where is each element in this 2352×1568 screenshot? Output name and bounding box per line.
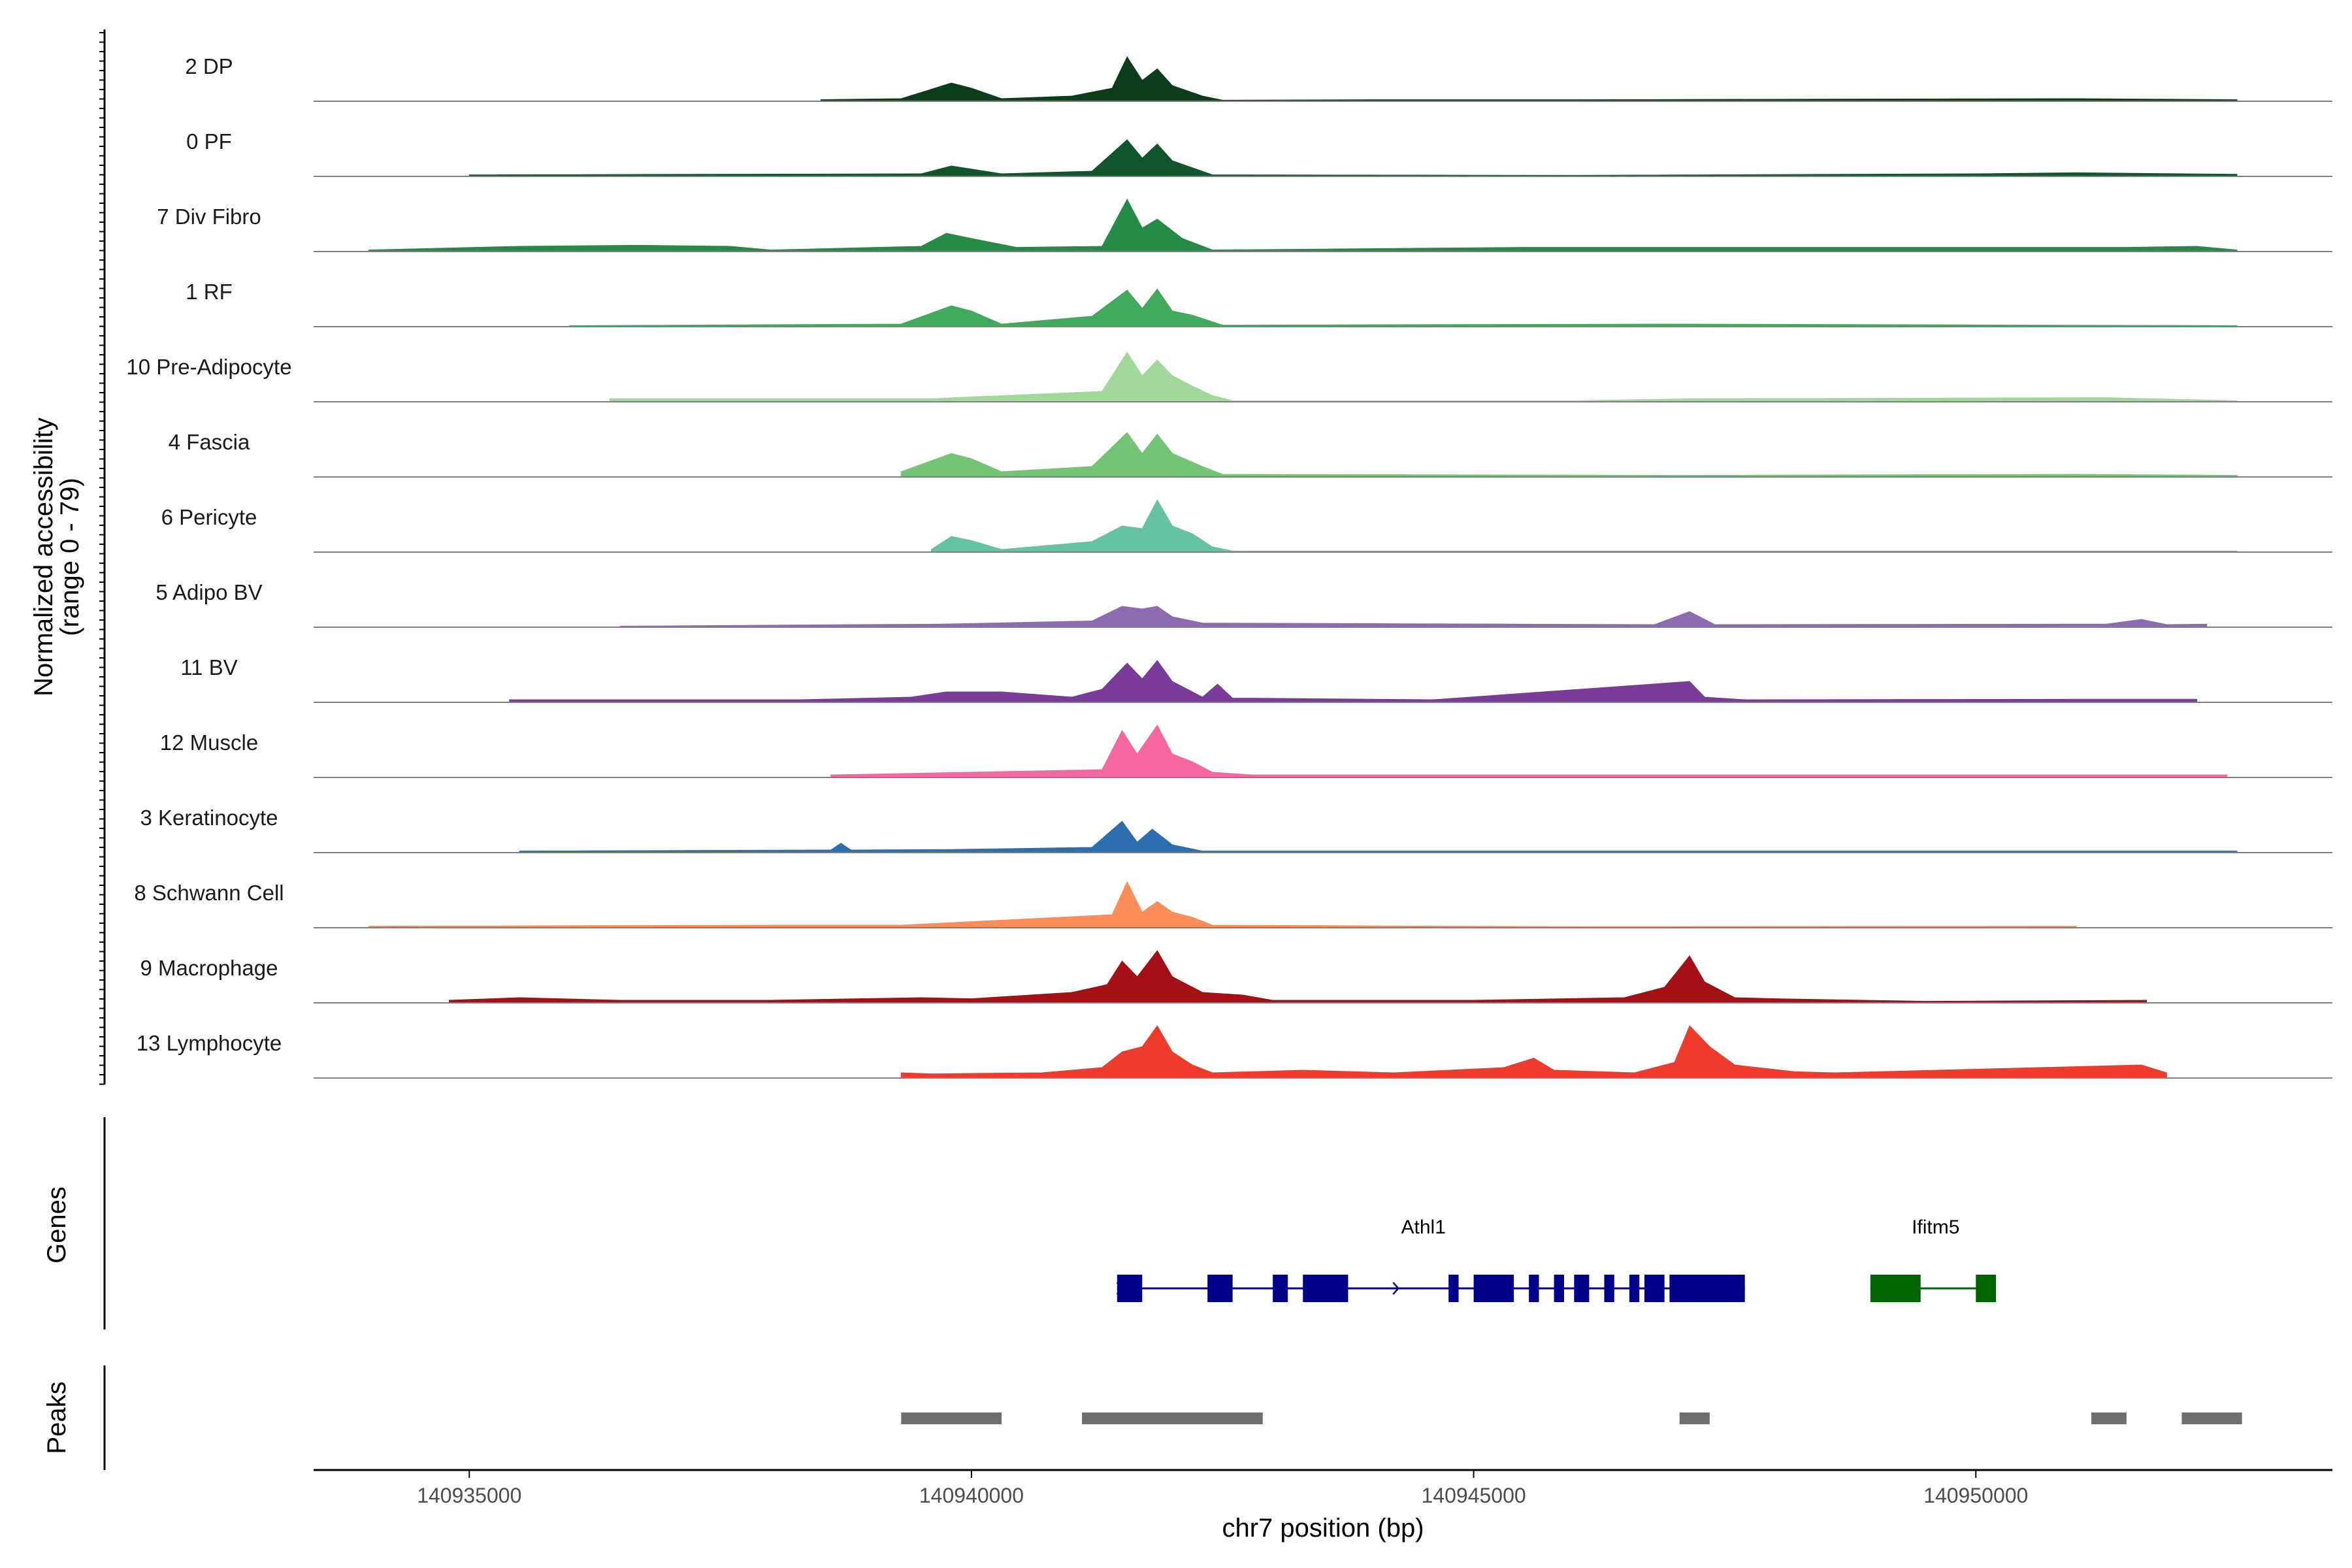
coverage-area [930,498,2238,553]
track-3-keratinocyte: 3 Keratinocyte [140,806,2332,853]
gene-exon [1473,1275,1514,1302]
peaks-track-label: Peaks [42,1381,71,1454]
genes-track-label: Genes [42,1186,71,1264]
track-0-pf: 0 PF [186,129,2332,177]
track-12-muscle: 12 Muscle [160,725,2332,778]
strand-arrow [1737,1282,1744,1295]
gene-exon [1303,1275,1348,1302]
gene-name-label: Athl1 [1401,1217,1446,1238]
coverage-area [368,881,2077,928]
coverage-area [368,198,2238,252]
x-axis: chr7 position (bp) 140935000 140940000 140… [314,1469,2332,1543]
gene-exon [1117,1275,1143,1302]
strand-arrow [1116,1282,1124,1295]
gene-exon [1629,1275,1640,1302]
track-label: 9 Macrophage [140,956,278,980]
coverage-tracks: 2 DP 0 PF 7 Div Fibro 1 RF 10 Pre-Adipocyte 4… [126,54,2332,1079]
track-label: 4 Fascia [169,430,250,454]
track-13-lymphocyte: 13 Lymphocyte [137,1025,2332,1079]
gene-exon [1448,1275,1459,1302]
peak-region [1082,1413,1263,1424]
coverage-area [569,288,2238,327]
coverage-area [619,606,2208,628]
gene-exon [1644,1275,1665,1302]
coverage-area [900,432,2238,478]
x-tick-label: 140935000 [417,1484,521,1507]
track-label: 7 Div Fibro [157,204,261,229]
track-6-pericyte: 6 Pericyte [161,498,2332,553]
y-axis: Normalized accessibility (range 0 - 79) [29,29,106,1085]
gene-ifitm5: Ifitm5 [1870,1217,1996,1302]
track-9-macrophage: 9 Macrophage [140,950,2332,1004]
coverage-area [519,821,2238,853]
peak-region [2181,1413,2242,1424]
coverage-area [820,56,2238,102]
track-label: 2 DP [185,54,233,78]
track-label: 0 PF [186,129,232,154]
x-axis-title: chr7 position (bp) [1222,1514,1424,1543]
gene-track: Genes Athl1 Ifitm5 [42,1117,1996,1330]
coverage-area [900,1025,2167,1079]
track-2-dp: 2 DP [185,54,2332,102]
track-label: 11 BV [180,655,237,679]
track-label: 6 Pericyte [161,505,257,529]
track-7-div-fibro: 7 Div Fibro [157,198,2332,252]
gene-exon [1529,1275,1539,1302]
gene-exon [1207,1275,1233,1302]
track-4-fascia: 4 Fascia [169,430,2332,478]
strand-arrow [1987,1282,1995,1295]
gene-name-label: Ifitm5 [1912,1217,1959,1238]
peak-region [2091,1413,2127,1424]
y-axis-title-line2: (range 0 - 79) [56,478,84,636]
track-5-adipo-bv: 5 Adipo BV [155,580,2332,628]
coverage-area [509,660,2197,703]
track-label: 10 Pre-Adipocyte [126,355,291,379]
track-1-rf: 1 RF [186,280,2332,327]
x-tick-label: 140950000 [1923,1484,2028,1507]
gene-exon [1574,1275,1590,1302]
track-label: 1 RF [186,280,233,304]
x-tick-label: 140945000 [1422,1484,1526,1507]
y-axis-title-line1: Normalized accessibility [29,417,58,696]
peak-track: Peaks [42,1365,2242,1470]
gene-exon [1604,1275,1614,1302]
track-label: 12 Muscle [160,730,258,755]
track-label: 5 Adipo BV [155,580,262,604]
gene-exon [1976,1275,1996,1302]
track-8-schwann-cell: 8 Schwann Cell [134,881,2332,928]
track-label: 3 Keratinocyte [140,806,278,830]
peak-region [1679,1413,1710,1424]
coverage-area [610,351,2238,402]
gene-exon [1669,1275,1745,1302]
coverage-area [468,139,2238,177]
peak-region [901,1413,1002,1424]
x-tick-label: 140940000 [919,1484,1024,1507]
track-label: 8 Schwann Cell [134,881,284,905]
gene-exon [1554,1275,1564,1302]
coverage-area [830,725,2228,778]
strand-arrow [1392,1282,1399,1295]
gene-exon [1273,1275,1288,1302]
gene-athl1: Athl1 [1116,1217,1745,1302]
gene-exon [1870,1275,1921,1302]
track-10-pre-adipocyte: 10 Pre-Adipocyte [126,351,2332,402]
track-11-bv: 11 BV [180,655,2332,703]
coverage-area [449,950,2148,1004]
track-label: 13 Lymphocyte [137,1031,282,1055]
